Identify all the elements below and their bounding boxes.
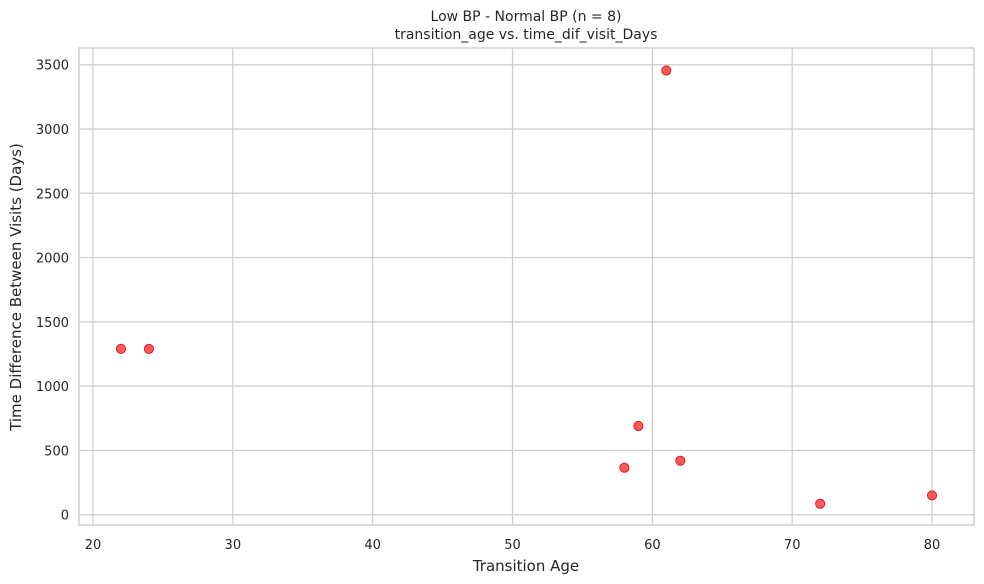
y-tick-label: 0 [61,509,69,524]
data-point [926,490,938,501]
grid [79,48,974,525]
points [115,65,938,509]
data-point [619,462,630,473]
y-tick-label: 3500 [36,59,69,74]
y-tick-label: 2500 [36,187,69,202]
x-tick-label: 50 [504,538,521,553]
y-tick-label: 3000 [36,123,69,138]
tick-labels: 20 30 40 50 60 70 80 0 500 1000 1500 2000 2500 3000 35… [36,59,940,553]
x-tick-label: 30 [225,538,242,553]
y-tick-label: 2000 [36,252,69,267]
plot-frame [78,47,975,526]
x-tick-label: 60 [644,538,661,553]
y-tick-label: 1000 [36,380,69,395]
x-tick-label: 20 [85,538,102,553]
y-axis-label: Time Difference Between Visits (Days) [7,143,25,432]
data-point [633,420,644,432]
x-tick-label: 70 [784,538,801,553]
y-tick-label: 500 [44,444,69,459]
x-tick-label: 80 [924,538,941,553]
data-point [115,343,127,354]
data-point [661,65,672,76]
chart-subtitle: transition_age vs. time_dif_visit_Days [395,27,658,43]
x-axis-label: Transition Age [472,557,579,575]
y-tick-label: 1500 [36,316,69,331]
chart-title: Low BP - Normal BP (n = 8) [431,9,622,25]
data-point [143,343,155,354]
data-point [815,498,826,509]
data-point [675,455,686,466]
x-tick-label: 40 [364,538,381,553]
